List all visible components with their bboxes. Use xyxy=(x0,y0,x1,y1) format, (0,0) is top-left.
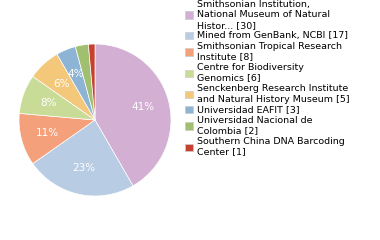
Wedge shape xyxy=(33,120,133,196)
Wedge shape xyxy=(57,47,95,120)
Wedge shape xyxy=(95,44,171,186)
Text: 4%: 4% xyxy=(68,69,84,79)
Legend: Smithsonian Institution,
National Museum of Natural
Histor... [30], Mined from G: Smithsonian Institution, National Museum… xyxy=(185,0,349,157)
Text: 8%: 8% xyxy=(40,98,57,108)
Wedge shape xyxy=(19,113,95,164)
Text: 6%: 6% xyxy=(53,78,70,89)
Wedge shape xyxy=(19,76,95,120)
Wedge shape xyxy=(75,44,95,120)
Wedge shape xyxy=(33,54,95,120)
Text: 41%: 41% xyxy=(131,102,154,112)
Text: 23%: 23% xyxy=(73,163,96,173)
Text: 11%: 11% xyxy=(36,128,59,138)
Wedge shape xyxy=(89,44,95,120)
